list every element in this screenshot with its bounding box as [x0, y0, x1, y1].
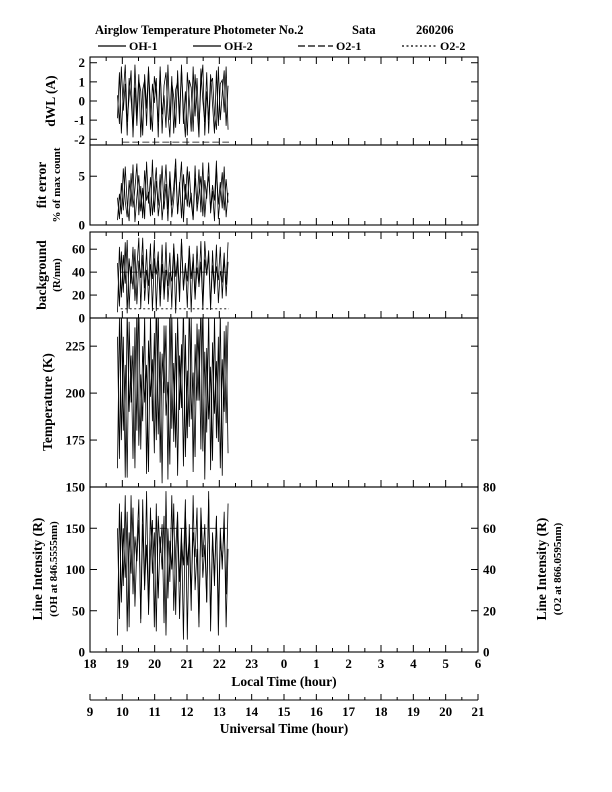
- x-tick-label: 21: [181, 656, 194, 671]
- legend-label-oh2: OH-2: [224, 39, 253, 53]
- series-OH-1: [117, 158, 229, 223]
- ut-tick-label: 17: [342, 704, 356, 719]
- y-tick-label: 40: [72, 265, 85, 280]
- x-tick-label: 18: [84, 656, 98, 671]
- y-tick-label: 0: [79, 94, 86, 109]
- y-tick-label: 150: [66, 480, 86, 495]
- x-tick-label: 5: [442, 656, 449, 671]
- y-tick-label: 175: [66, 433, 86, 448]
- ylabel-line-intensity-o2: Line Intensity (R): [534, 518, 549, 621]
- station-label: Sata: [352, 23, 376, 37]
- panel-frame: [89, 231, 479, 319]
- y-tick-label: -2: [74, 132, 85, 147]
- date-label: 260206: [416, 23, 454, 37]
- y2-tick-label: 40: [483, 562, 496, 577]
- y-tick-label: 1: [79, 74, 86, 89]
- ylabel-fit-error: fit error: [34, 162, 49, 209]
- y-tick-label: 5: [79, 169, 86, 184]
- ut-tick-label: 21: [472, 704, 485, 719]
- chart-title: Airglow Temperature Photometer No.2: [95, 23, 304, 37]
- ylabel-fit-error-sub: % of max count: [51, 147, 63, 222]
- ylabel-temperature: Temperature (K): [40, 353, 55, 451]
- y-tick-label: 0: [79, 218, 86, 233]
- ylabel-line-intensity-oh: Line Intensity (R): [30, 518, 45, 621]
- x-tick-label: 6: [475, 656, 482, 671]
- x-tick-label: 23: [245, 656, 259, 671]
- y2-tick-label: 20: [483, 603, 496, 618]
- series-OH-1: [117, 64, 229, 138]
- plot-area: -2-1012050204060150175200225050100150020…: [66, 55, 497, 719]
- x-tick-label: 22: [213, 656, 226, 671]
- y-tick-label: 100: [66, 562, 86, 577]
- y-tick-label: 150: [66, 521, 86, 536]
- y2-tick-label: 80: [483, 480, 496, 495]
- series-OH-2: [117, 491, 229, 640]
- legend-label-oh1: OH-1: [129, 39, 158, 53]
- ylabel-dwl: dWL (A): [43, 75, 58, 126]
- y-tick-label: 20: [72, 288, 85, 303]
- ylabel-background-sub: (R/nm): [51, 258, 63, 292]
- y-tick-label: 60: [72, 242, 85, 257]
- ut-tick-label: 12: [181, 704, 194, 719]
- ut-tick-label: 20: [439, 704, 452, 719]
- ylabel-background: background: [34, 240, 49, 310]
- legend-label-o22: O2-2: [440, 39, 465, 53]
- y-tick-label: 0: [79, 311, 86, 326]
- x-tick-label: 3: [378, 656, 385, 671]
- y-tick-label: 200: [66, 386, 86, 401]
- ut-tick-label: 9: [87, 704, 94, 719]
- x-tick-label: 2: [345, 656, 352, 671]
- ut-tick-label: 13: [213, 704, 227, 719]
- y2-tick-label: 0: [483, 645, 490, 660]
- ylabel-line-intensity-oh-sub: (OH at 846.5555nm): [48, 521, 60, 617]
- x-tick-label: 19: [116, 656, 130, 671]
- ut-tick-label: 19: [407, 704, 421, 719]
- ut-tick-label: 16: [310, 704, 324, 719]
- ylabel-line-intensity-o2-sub: (O2 at 866.0595nm): [552, 522, 564, 615]
- xlabel-universal-time: Universal Time (hour): [220, 721, 349, 736]
- ut-tick-label: 11: [149, 704, 161, 719]
- ut-tick-label: 10: [116, 704, 129, 719]
- series-OH-2: [117, 159, 229, 223]
- legend-label-o21: O2-1: [336, 39, 361, 53]
- ut-tick-label: 14: [245, 704, 259, 719]
- series-OH-2: [117, 64, 229, 138]
- x-tick-label: 0: [281, 656, 288, 671]
- y-tick-label: 50: [72, 603, 85, 618]
- xlabel-local-time: Local Time (hour): [231, 674, 336, 689]
- x-tick-label: 4: [410, 656, 417, 671]
- ut-tick-label: 15: [278, 704, 292, 719]
- ut-tick-label: 18: [375, 704, 389, 719]
- y-tick-label: 2: [79, 55, 86, 70]
- y-tick-label: 0: [79, 645, 86, 660]
- series-OH-2: [117, 318, 229, 484]
- x-tick-label: 1: [313, 656, 320, 671]
- x-tick-label: 20: [148, 656, 161, 671]
- panel-frame: [89, 144, 479, 226]
- series-OH-2: [117, 237, 229, 314]
- y2-tick-label: 60: [483, 521, 496, 536]
- y-tick-label: 225: [66, 339, 86, 354]
- y-tick-label: -1: [74, 113, 85, 128]
